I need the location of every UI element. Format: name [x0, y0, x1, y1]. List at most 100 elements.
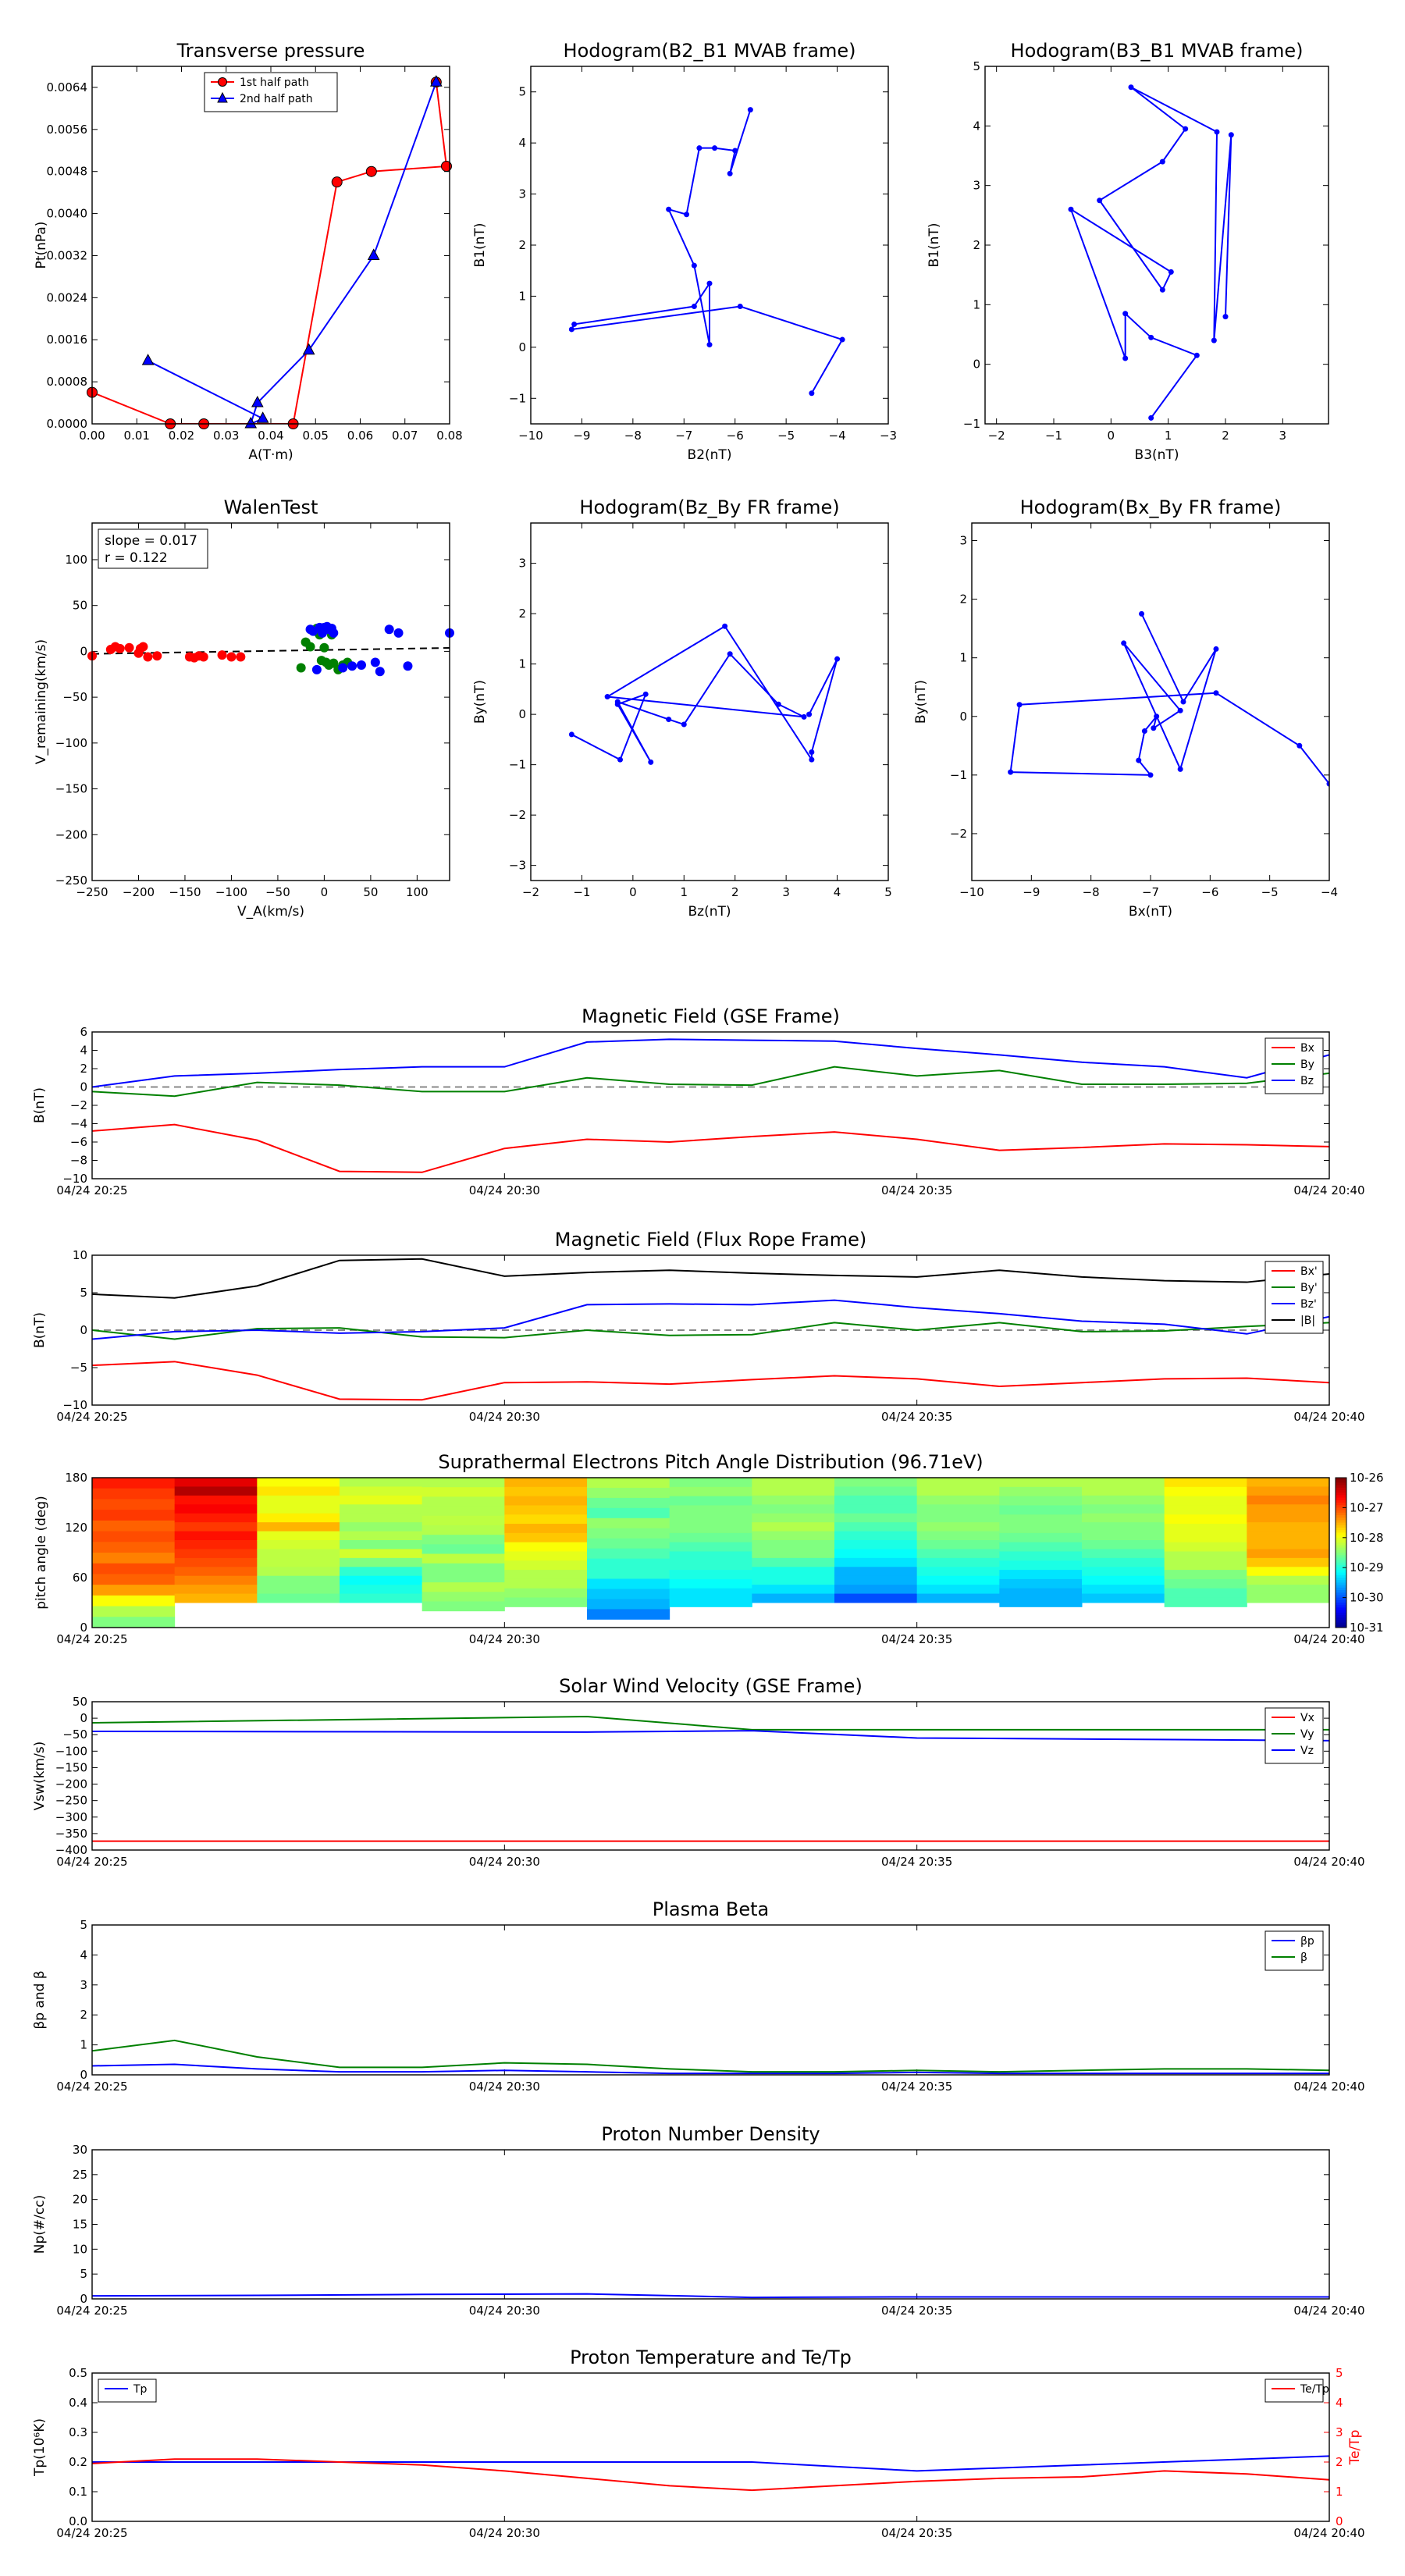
colorbar-step	[1336, 1612, 1346, 1616]
data-point	[1297, 742, 1303, 749]
x-tick-label: −200	[123, 885, 155, 899]
heatmap-cell	[340, 1522, 423, 1532]
series-line	[92, 2455, 1329, 2472]
series-By	[92, 1066, 1329, 1098]
series-line	[1009, 613, 1329, 785]
x-tick-label: −5	[777, 429, 795, 443]
colorbar-step	[1336, 1497, 1346, 1501]
heatmap-cell	[669, 1588, 752, 1599]
chart-walen: WalenTest −250 −200 −150 −100 −50 0 50 100 −250 −2…	[34, 496, 454, 920]
scatter-point	[296, 663, 306, 673]
scatter-point	[356, 660, 366, 671]
y-tick-label: 0.2	[69, 2455, 87, 2469]
colorbar-step	[1336, 1480, 1346, 1483]
y-tick-label: 10	[73, 1248, 87, 1262]
colorbar-step	[1336, 1537, 1346, 1541]
scatter-point	[115, 643, 125, 653]
legend-marker	[218, 77, 227, 87]
data-point-triangle	[302, 343, 315, 355]
heatmap-cell	[257, 1495, 340, 1505]
legend-label: Bz'	[1300, 1298, 1317, 1311]
heatmap-cell	[834, 1486, 918, 1496]
legend-label: Te/Tp	[1300, 2383, 1329, 2396]
colorbar-step	[1336, 1603, 1346, 1606]
series-Vy	[92, 1715, 1329, 1731]
heatmap-cell	[999, 1478, 1083, 1488]
colorbar-step	[1336, 1525, 1346, 1528]
heatmap-cell	[174, 1549, 258, 1559]
y-tick-label: −2	[70, 1098, 87, 1112]
y-tick-label: 3	[518, 557, 526, 571]
annotation-text: slope = 0.017	[105, 533, 197, 549]
heatmap-cell	[1164, 1578, 1247, 1589]
y-tick-label: 0	[973, 358, 980, 372]
series-line	[92, 2063, 1329, 2075]
data-point	[801, 713, 807, 720]
x-tick-label: −7	[675, 429, 692, 443]
heatmap-cell	[752, 1513, 835, 1523]
heatmap-cell	[999, 1486, 1083, 1497]
heatmap-cell	[92, 1553, 176, 1564]
series-Bz'	[92, 1299, 1329, 1340]
plot-frame	[91, 1031, 1330, 1179]
y-tick-label: 2	[959, 592, 967, 607]
heatmap-cell	[257, 1486, 340, 1496]
y-tick-label: 2	[973, 238, 980, 252]
heatmap-cell	[1164, 1514, 1247, 1525]
y-tick-label: 120	[65, 1521, 87, 1535]
heatmap-cell	[1247, 1540, 1330, 1550]
y-tick-label: 3	[80, 1978, 87, 1992]
y-right-tick-label: 5	[1336, 2366, 1343, 2380]
heatmap-cell	[422, 1506, 505, 1517]
data-point	[1128, 84, 1134, 91]
colorbar-step	[1336, 1495, 1346, 1499]
y-right-tick-label: 4	[1336, 2396, 1343, 2410]
colorbar-step	[1336, 1547, 1346, 1551]
scatter-point	[152, 651, 162, 661]
data-point	[1147, 772, 1154, 778]
heatmap-cell	[340, 1504, 423, 1514]
y-right-tick-label: 1	[1336, 2485, 1343, 2499]
heatmap-cell	[916, 1504, 1000, 1514]
heatmap-cell	[1082, 1557, 1165, 1567]
y-tick-label: 0	[80, 644, 87, 658]
y-tick-label: 1	[80, 2038, 87, 2052]
legend-label: βp	[1300, 1935, 1314, 1948]
colorbar-step	[1336, 1617, 1346, 1621]
colorbar-step	[1336, 1610, 1346, 1614]
data-point	[1122, 355, 1129, 361]
x-tick-label: 04/24 20:40	[1293, 1632, 1364, 1646]
scatter-point	[329, 628, 339, 638]
y-tick-label: −5	[70, 1361, 87, 1375]
heatmap-cell	[504, 1514, 588, 1525]
colorbar-step	[1336, 1542, 1346, 1546]
x-tick-label: −250	[76, 885, 108, 899]
heatmap-cell	[669, 1496, 752, 1506]
y-tick-label: 5	[518, 85, 526, 99]
chart-title: Proton Number Density	[601, 2123, 820, 2145]
heatmap-cell	[174, 1504, 258, 1514]
series-0	[568, 107, 845, 397]
colorbar-step	[1336, 1478, 1346, 1481]
colorbar-step	[1336, 1622, 1346, 1626]
heatmap-cell	[340, 1513, 423, 1523]
heatmap-cell	[174, 1513, 258, 1523]
heatmap-cell	[999, 1524, 1083, 1534]
heatmap-cell	[1082, 1567, 1165, 1577]
x-tick-label: 0.06	[347, 429, 373, 443]
x-tick-label: 0.04	[258, 429, 283, 443]
colorbar-step	[1336, 1528, 1346, 1531]
heatmap-cell	[1247, 1486, 1330, 1496]
x-tick-label: 50	[363, 885, 378, 899]
heatmap-cell	[1082, 1540, 1165, 1550]
heatmap-cell	[587, 1609, 670, 1620]
colorbar-tick-label: 10-31	[1350, 1621, 1384, 1635]
legend-label: Bx	[1300, 1042, 1314, 1055]
y-tick-label: 25	[73, 2168, 87, 2182]
chart-bgse: Magnetic Field (GSE Frame) 04/24 20:25 04/…	[32, 1005, 1365, 1197]
colorbar-step	[1336, 1597, 1346, 1601]
heatmap-cell	[834, 1522, 918, 1532]
colorbar-step	[1336, 1562, 1346, 1566]
y-tick-label: 6	[80, 1025, 87, 1039]
data-point-triangle	[244, 416, 258, 429]
